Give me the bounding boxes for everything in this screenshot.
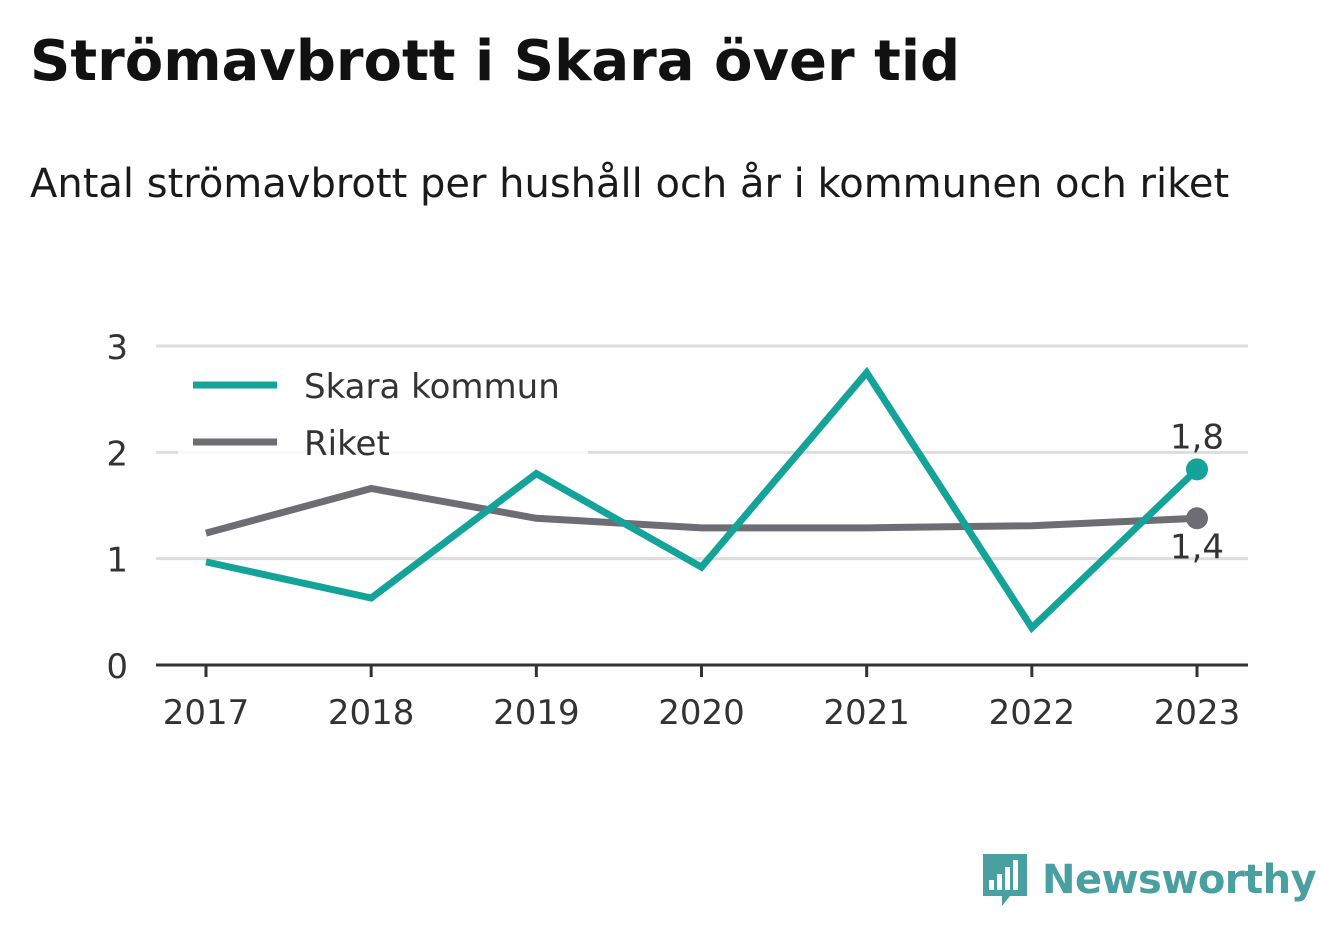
y-tick-label: 2 (106, 434, 128, 474)
end-value-label: 1,4 (1170, 527, 1224, 567)
legend-label: Riket (304, 424, 390, 464)
data-labels: 1,8 1,4 (1170, 417, 1224, 567)
x-tick-label: 2017 (163, 693, 250, 733)
x-tick-label: 2022 (989, 693, 1076, 733)
y-tick-label: 3 (106, 328, 128, 368)
x-tick-label: 2021 (823, 693, 910, 733)
chart-title: Strömavbrott i Skara över tid (30, 29, 961, 94)
end-point-marker (1186, 458, 1208, 481)
newsworthy-logo: Newsworthy (980, 850, 1317, 910)
y-tick-label: 0 (106, 647, 128, 687)
x-axis-ticks: 2017 2018 2019 2020 2021 2022 2023 (163, 665, 1241, 733)
bar-chart-speech-bubble-icon (983, 854, 1027, 906)
x-tick-label: 2019 (493, 693, 580, 733)
x-tick-label: 2023 (1154, 693, 1241, 733)
end-point-marker (1186, 507, 1208, 530)
y-tick-label: 1 (106, 541, 128, 581)
series-line-riket (205, 484, 1198, 537)
x-tick-label: 2018 (328, 693, 415, 733)
x-tick-label: 2020 (658, 693, 745, 733)
legend-label: Skara kommun (304, 367, 560, 407)
y-axis: 0 1 2 3 (106, 328, 128, 687)
brand-name: Newsworthy (1042, 857, 1317, 903)
series-line-skara-kommun (205, 366, 1200, 634)
legend: Skara kommun Riket (178, 358, 588, 464)
end-value-label: 1,8 (1170, 417, 1224, 457)
series-lines (205, 366, 1208, 634)
chart-subtitle: Antal strömavbrott per hushåll och år i … (30, 161, 1230, 207)
